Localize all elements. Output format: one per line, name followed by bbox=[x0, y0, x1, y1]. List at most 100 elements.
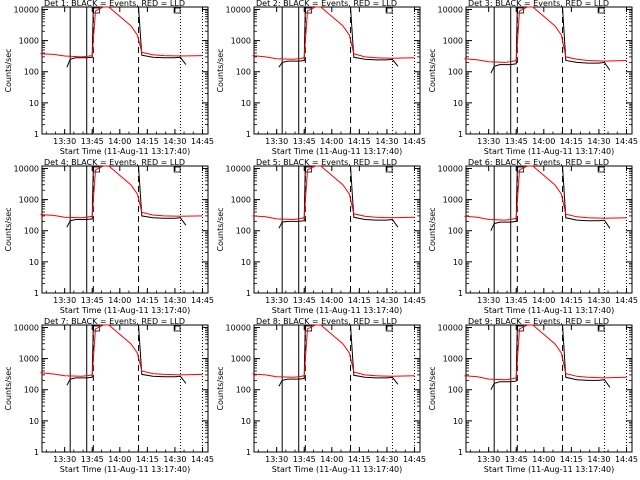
y-tick-label: 10000 bbox=[438, 5, 463, 14]
x-axis-label: Start Time (11-Aug-11 13:17:40) bbox=[60, 306, 191, 315]
y-axis-label: Counts/sec bbox=[216, 366, 225, 410]
y-tick-label: 1 bbox=[458, 130, 463, 139]
plot-frame bbox=[253, 165, 421, 294]
panel-det-4: Det 4: BLACK = Events, RED = LLD 1 10 100 10… bbox=[4, 158, 214, 315]
x-tick-label: 13:45 bbox=[505, 455, 528, 464]
x-tick-label: 14:00 bbox=[108, 455, 131, 464]
plot-frame bbox=[41, 6, 209, 135]
panel-title: Det 6: BLACK = Events, RED = LLD bbox=[468, 158, 609, 167]
interval-marker bbox=[385, 325, 393, 332]
y-tick-label: 1000 bbox=[19, 37, 39, 46]
interval-marker bbox=[597, 166, 605, 173]
y-tick-label: 10 bbox=[29, 417, 39, 426]
y-tick-label: 1000 bbox=[443, 196, 463, 205]
y-tick-label: 100 bbox=[448, 386, 463, 395]
panel-det-9: Det 9: BLACK = Events, RED = LLD 1 10 100 10… bbox=[428, 317, 638, 474]
y-tick-label: 100 bbox=[236, 227, 251, 236]
x-tick-label: 14:45 bbox=[615, 455, 638, 464]
x-tick-label: 14:15 bbox=[348, 455, 371, 464]
x-tick-label: 14:00 bbox=[108, 137, 131, 146]
series-lld bbox=[464, 165, 627, 221]
series-lld bbox=[40, 6, 203, 58]
y-tick-label: 10000 bbox=[438, 323, 463, 332]
series-events bbox=[278, 165, 399, 229]
x-tick-label: 14:15 bbox=[136, 296, 159, 305]
y-tick-label: 10 bbox=[29, 258, 39, 267]
x-tick-label: 13:45 bbox=[505, 137, 528, 146]
y-tick-label: 10 bbox=[453, 258, 463, 267]
x-tick-label: 13:30 bbox=[53, 455, 76, 464]
series-events bbox=[278, 324, 399, 387]
y-axis-label: Counts/sec bbox=[4, 48, 13, 92]
y-tick-label: 1 bbox=[246, 289, 251, 298]
series-events bbox=[66, 165, 187, 228]
x-tick-label: 14:15 bbox=[136, 137, 159, 146]
y-tick-label: 10000 bbox=[226, 5, 251, 14]
plot-frame bbox=[465, 165, 633, 294]
interval-marker bbox=[597, 325, 605, 332]
x-tick-label: 14:30 bbox=[587, 137, 610, 146]
series-events bbox=[66, 324, 187, 386]
panel-title: Det 4: BLACK = Events, RED = LLD bbox=[44, 158, 185, 167]
y-tick-label: 100 bbox=[236, 386, 251, 395]
x-tick-label: 14:00 bbox=[532, 137, 555, 146]
y-axis-label: Counts/sec bbox=[216, 48, 225, 92]
y-tick-label: 10000 bbox=[438, 164, 463, 173]
x-tick-label: 14:30 bbox=[163, 296, 186, 305]
y-tick-label: 10 bbox=[29, 99, 39, 108]
y-axis-label: Counts/sec bbox=[428, 366, 437, 410]
y-tick-label: 10000 bbox=[226, 323, 251, 332]
series-events bbox=[66, 6, 187, 68]
plot-frame bbox=[253, 6, 421, 135]
y-tick-label: 10000 bbox=[14, 164, 39, 173]
x-tick-label: 14:45 bbox=[403, 296, 426, 305]
y-tick-label: 1 bbox=[458, 448, 463, 457]
y-tick-label: 10000 bbox=[14, 5, 39, 14]
y-tick-label: 10 bbox=[241, 258, 251, 267]
panel-title: Det 8: BLACK = Events, RED = LLD bbox=[256, 317, 397, 326]
x-tick-label: 14:45 bbox=[191, 137, 214, 146]
series-lld bbox=[252, 6, 415, 60]
x-tick-label: 14:30 bbox=[163, 137, 186, 146]
series-events bbox=[490, 6, 611, 74]
x-tick-label: 13:45 bbox=[81, 137, 104, 146]
x-tick-label: 14:15 bbox=[560, 137, 583, 146]
y-tick-label: 10 bbox=[241, 417, 251, 426]
y-tick-label: 100 bbox=[448, 68, 463, 77]
x-tick-label: 14:30 bbox=[375, 137, 398, 146]
y-tick-label: 1 bbox=[34, 130, 39, 139]
x-tick-label: 13:30 bbox=[477, 296, 500, 305]
x-tick-label: 14:45 bbox=[615, 137, 638, 146]
x-tick-label: 13:30 bbox=[265, 455, 288, 464]
series-lld bbox=[40, 165, 203, 219]
x-tick-label: 14:45 bbox=[191, 455, 214, 464]
panel-title: Det 1: BLACK = Events, RED = LLD bbox=[44, 0, 185, 8]
x-tick-label: 14:45 bbox=[615, 296, 638, 305]
y-tick-label: 10000 bbox=[226, 164, 251, 173]
y-tick-label: 1 bbox=[34, 448, 39, 457]
series-events bbox=[490, 165, 611, 231]
x-tick-label: 13:45 bbox=[293, 137, 316, 146]
y-axis-label: Counts/sec bbox=[216, 207, 225, 251]
x-tick-label: 14:15 bbox=[348, 296, 371, 305]
series-lld bbox=[252, 165, 415, 221]
x-tick-label: 14:15 bbox=[560, 296, 583, 305]
panel-title: Det 5: BLACK = Events, RED = LLD bbox=[256, 158, 397, 167]
x-tick-label: 14:45 bbox=[403, 455, 426, 464]
x-axis-label: Start Time (11-Aug-11 13:17:40) bbox=[60, 147, 191, 156]
y-tick-label: 1000 bbox=[443, 355, 463, 364]
series-lld bbox=[40, 324, 203, 377]
panel-det-1: Det 1: BLACK = Events, RED = LLD 1 10 100 10… bbox=[4, 0, 214, 156]
panel-det-3: Det 3: BLACK = Events, RED = LLD 1 10 100 10… bbox=[428, 0, 638, 156]
plot-frame bbox=[41, 165, 209, 294]
x-tick-label: 14:30 bbox=[163, 455, 186, 464]
x-tick-label: 14:00 bbox=[320, 137, 343, 146]
panel-det-8: Det 8: BLACK = Events, RED = LLD 1 10 100 10… bbox=[216, 317, 426, 474]
x-tick-label: 14:15 bbox=[136, 455, 159, 464]
y-tick-label: 1000 bbox=[443, 37, 463, 46]
panel-title: Det 7: BLACK = Events, RED = LLD bbox=[44, 317, 185, 326]
x-tick-label: 13:30 bbox=[477, 137, 500, 146]
x-tick-label: 13:30 bbox=[53, 137, 76, 146]
panel-title: Det 3: BLACK = Events, RED = LLD bbox=[468, 0, 609, 8]
